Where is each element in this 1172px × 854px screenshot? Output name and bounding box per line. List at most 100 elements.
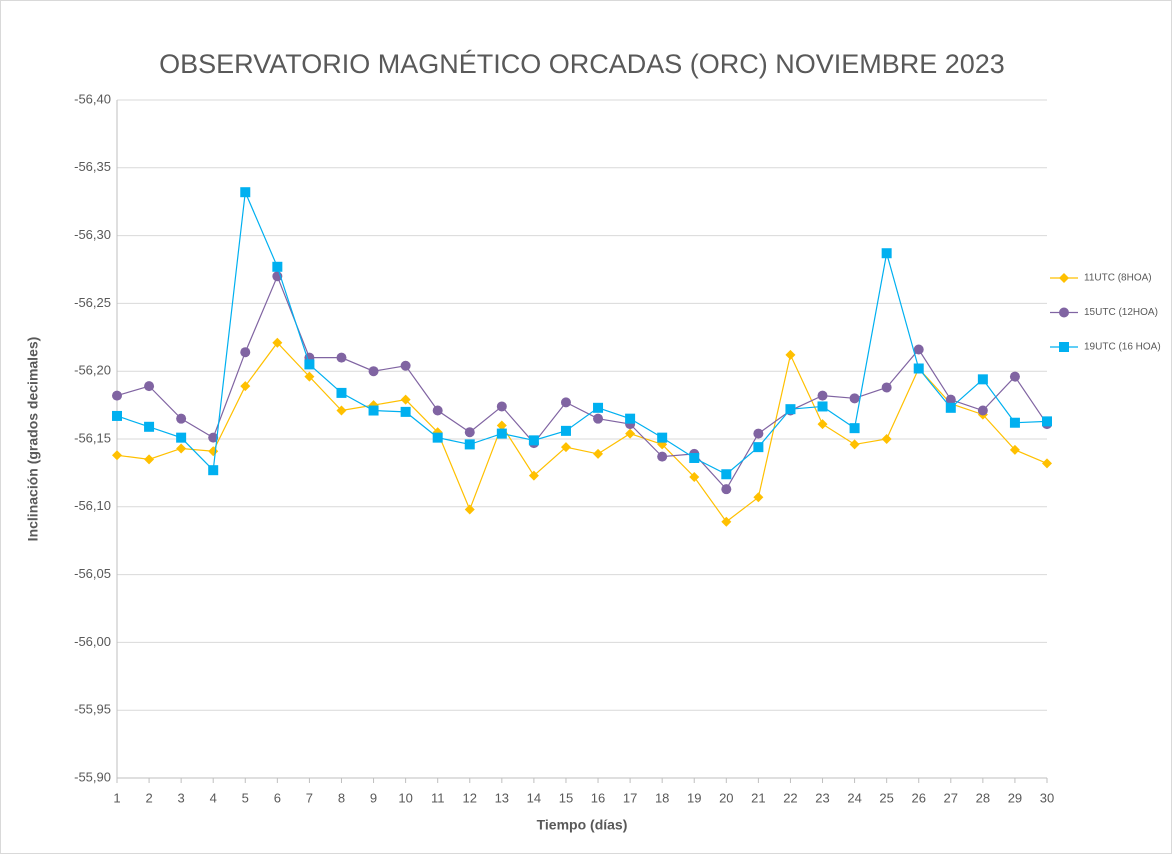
point xyxy=(849,439,860,450)
point xyxy=(721,469,732,480)
point xyxy=(1042,416,1052,427)
point xyxy=(1009,417,1020,428)
point xyxy=(176,443,187,454)
x-tick-label: 13 xyxy=(495,790,509,805)
y-tick-label: -55,90 xyxy=(74,769,111,784)
x-tick-label: 25 xyxy=(879,790,893,805)
x-tick-label: 4 xyxy=(210,790,217,805)
x-tick-label: 21 xyxy=(751,790,765,805)
point xyxy=(657,432,668,443)
point xyxy=(496,401,507,412)
x-tick-label: 17 xyxy=(623,790,637,805)
point xyxy=(1042,458,1052,469)
x-tick-label: 16 xyxy=(591,790,605,805)
point xyxy=(881,434,892,444)
point xyxy=(625,413,636,424)
point xyxy=(368,366,379,377)
x-tick-label: 29 xyxy=(1008,790,1022,805)
x-tick-label: 8 xyxy=(338,790,345,805)
x-tick-label: 23 xyxy=(815,790,829,805)
point xyxy=(817,390,828,401)
point xyxy=(721,484,732,495)
chart-title: OBSERVATORIO MAGNÉTICO ORCADAS (ORC) NOV… xyxy=(159,49,1005,79)
point xyxy=(657,451,668,462)
point xyxy=(144,381,155,392)
point xyxy=(240,381,251,392)
y-axis-label: Inclinación (grados decimales) xyxy=(25,337,41,542)
point xyxy=(336,387,347,398)
point xyxy=(176,413,187,424)
x-tick-label: 28 xyxy=(976,790,990,805)
point xyxy=(689,471,700,482)
point xyxy=(1059,342,1069,352)
point xyxy=(593,413,604,424)
point xyxy=(881,382,892,393)
y-tick-label: -56,00 xyxy=(74,634,111,649)
point xyxy=(849,393,860,404)
point xyxy=(560,442,571,453)
x-tick-label: 26 xyxy=(911,790,925,805)
point xyxy=(689,452,700,463)
point xyxy=(240,347,251,358)
x-tick-label: 14 xyxy=(527,790,541,805)
point xyxy=(400,394,411,405)
x-tick-label: 22 xyxy=(783,790,797,805)
series-line xyxy=(116,274,1048,491)
point xyxy=(753,442,764,453)
point xyxy=(464,439,475,450)
point xyxy=(432,432,443,443)
x-tick-label: 10 xyxy=(398,790,412,805)
point xyxy=(496,428,507,439)
point xyxy=(208,465,219,476)
point xyxy=(432,405,443,416)
point xyxy=(977,405,988,416)
point xyxy=(721,516,732,527)
y-tick-label: -56,05 xyxy=(74,566,111,581)
point xyxy=(625,428,636,439)
point xyxy=(304,359,315,370)
x-tick-label: 5 xyxy=(242,790,249,805)
x-tick-label: 2 xyxy=(145,790,152,805)
y-tick-label: -56,40 xyxy=(74,91,111,106)
x-tick-label: 24 xyxy=(847,790,861,805)
point xyxy=(881,248,892,259)
point xyxy=(753,428,764,439)
point xyxy=(1009,371,1020,382)
point xyxy=(977,374,988,385)
series-line xyxy=(116,341,1048,523)
x-tick-label: 9 xyxy=(370,790,377,805)
point xyxy=(817,401,828,412)
point xyxy=(753,492,764,503)
x-tick-label: 19 xyxy=(687,790,701,805)
point xyxy=(945,402,956,413)
y-tick-label: -56,20 xyxy=(74,363,111,378)
point xyxy=(785,349,796,360)
x-tick-label: 3 xyxy=(178,790,185,805)
y-tick-label: -56,30 xyxy=(74,227,111,242)
legend-label: 19UTC (16 HOA) xyxy=(1084,342,1161,353)
point xyxy=(464,504,475,515)
point xyxy=(112,390,122,401)
point xyxy=(272,261,283,272)
point xyxy=(368,405,379,416)
point xyxy=(208,432,219,443)
point xyxy=(176,432,187,443)
point xyxy=(913,363,924,374)
x-tick-label: 11 xyxy=(431,790,445,805)
point xyxy=(913,344,924,355)
point xyxy=(1059,307,1069,318)
x-tick-label: 27 xyxy=(944,790,958,805)
point xyxy=(336,352,347,363)
point xyxy=(496,420,507,431)
x-tick-label: 30 xyxy=(1040,790,1054,805)
point xyxy=(304,371,315,382)
point xyxy=(817,419,828,430)
point xyxy=(785,404,796,415)
x-tick-label: 20 xyxy=(719,790,733,805)
point xyxy=(336,405,347,416)
point xyxy=(528,435,539,446)
y-tick-label: -55,95 xyxy=(74,702,111,717)
series-line xyxy=(116,189,1048,475)
point xyxy=(144,421,155,432)
